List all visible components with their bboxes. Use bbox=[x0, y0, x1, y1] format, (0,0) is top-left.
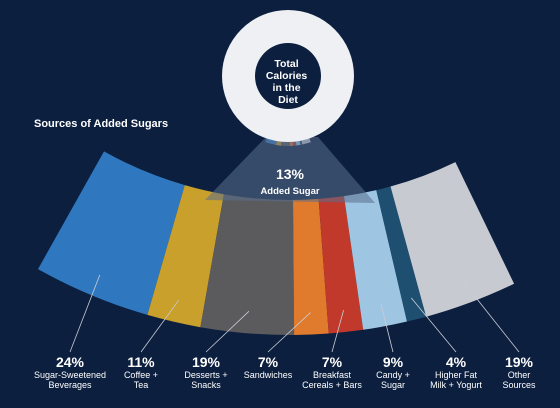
added-sugar-pct: 13% bbox=[276, 166, 305, 182]
segment-pct: 7% bbox=[321, 354, 343, 370]
leader-line bbox=[205, 311, 250, 353]
center-label: Total Calories in the Diet bbox=[266, 58, 310, 106]
segment-pct: 7% bbox=[257, 354, 279, 370]
segment-pct: 19% bbox=[504, 354, 534, 370]
added-sugar-band bbox=[205, 137, 375, 203]
segment-name: Sources bbox=[502, 380, 536, 390]
leader-line bbox=[410, 297, 457, 353]
segment-label: 24% Sugar-Sweetened Beverages bbox=[33, 354, 107, 391]
segment-name: Sandwiches bbox=[243, 370, 293, 380]
leader-line bbox=[462, 281, 520, 353]
segment-label: 7% Sandwiches bbox=[243, 354, 293, 381]
segment-name: Higher Fat bbox=[434, 370, 478, 380]
leader-line bbox=[69, 274, 101, 353]
segment-label: 19% Other Sources bbox=[502, 354, 536, 391]
segment-name: Tea bbox=[133, 380, 149, 390]
segment-label: 4% Higher Fat Milk + Yogurt bbox=[430, 354, 482, 391]
arc-segment bbox=[147, 185, 224, 328]
leader-line bbox=[267, 312, 311, 353]
segment-name: Snacks bbox=[191, 380, 221, 390]
leader-line bbox=[331, 309, 344, 353]
arc-segment bbox=[376, 186, 427, 322]
arc-segment bbox=[390, 162, 515, 317]
segment-pct: 24% bbox=[55, 354, 85, 370]
leader-line bbox=[140, 300, 180, 353]
arc-segment bbox=[293, 198, 329, 335]
segment-label: 7% Breakfast Cereals + Bars bbox=[302, 354, 362, 391]
segment-name: Sugar-Sweetened bbox=[33, 370, 107, 380]
leader-line bbox=[380, 304, 394, 353]
total-calories-ring-hole bbox=[255, 43, 321, 109]
segment-pct: 9% bbox=[382, 354, 404, 370]
leader-lines bbox=[69, 274, 520, 353]
center-label-line-4: Diet bbox=[278, 94, 298, 106]
arc-segments bbox=[38, 151, 515, 336]
segment-pct: 4% bbox=[445, 354, 467, 370]
segment-pct: 19% bbox=[191, 354, 221, 370]
added-sugar-label: Added Sugar bbox=[260, 186, 319, 197]
segment-name: Beverages bbox=[48, 380, 92, 390]
segment-name: Desserts + bbox=[184, 370, 228, 380]
segment-name: Milk + Yogurt bbox=[430, 380, 482, 390]
arc-segment bbox=[200, 194, 295, 336]
segment-name: Coffee + bbox=[123, 370, 159, 380]
segment-label: 11% Coffee + Tea bbox=[123, 354, 159, 391]
arc-segment bbox=[344, 190, 407, 330]
center-label-line-3: in the bbox=[273, 82, 301, 94]
segment-name: Other bbox=[507, 370, 531, 380]
center-label-line-2: Calories bbox=[266, 70, 308, 82]
segment-pct: 11% bbox=[127, 354, 155, 370]
arc-segment bbox=[318, 196, 364, 334]
center-label-line-1: Total bbox=[274, 58, 298, 70]
segment-name: Cereals + Bars bbox=[302, 380, 362, 390]
section-title: Sources of Added Sugars bbox=[34, 118, 169, 130]
segment-label: 9% Candy + Sugar bbox=[376, 354, 410, 391]
segment-name: Sugar bbox=[380, 380, 406, 390]
segment-name: Breakfast bbox=[312, 370, 352, 380]
segment-name: Candy + bbox=[376, 370, 410, 380]
segment-label: 19% Desserts + Snacks bbox=[184, 354, 228, 391]
arc-segment bbox=[38, 151, 185, 315]
